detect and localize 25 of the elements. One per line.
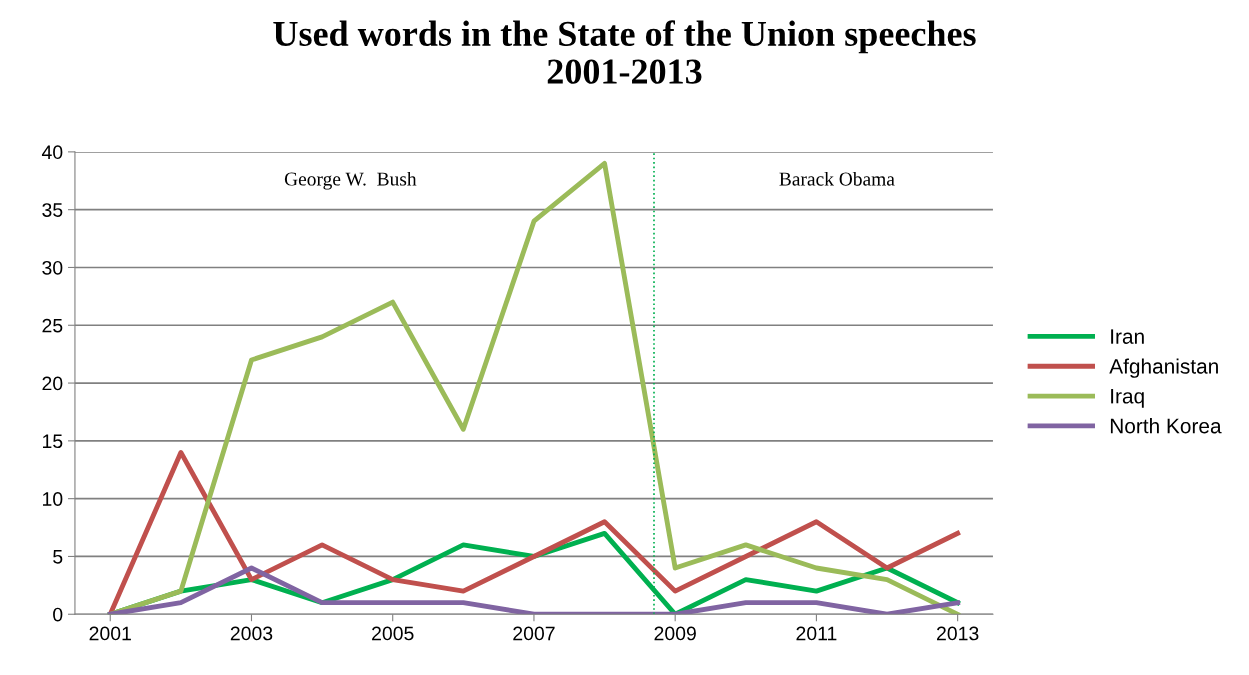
x-tick-label: 2001: [89, 626, 131, 641]
legend-label: North Korea: [1110, 418, 1222, 434]
y-tick-label: 35: [42, 203, 63, 217]
y-tick-label: 15: [42, 434, 63, 449]
legend-label: Iraq: [1111, 389, 1144, 408]
legend-label: Afghanistan: [1109, 358, 1218, 378]
y-tick-label: 20: [42, 376, 63, 391]
y-tick-label: 40: [41, 145, 63, 160]
x-tick-label: 2007: [513, 626, 555, 641]
y-tick-label: 5: [53, 550, 63, 564]
y-tick-label: 30: [42, 260, 63, 275]
legend-label: Iran: [1111, 329, 1144, 344]
x-tick-label: 2013: [937, 626, 979, 641]
x-tick-label: 2009: [654, 626, 696, 641]
y-tick-label: 0: [53, 607, 63, 622]
y-tick-label: 25: [42, 318, 63, 333]
annotation: George W. Bush: [284, 171, 417, 190]
line-series: [107, 161, 961, 615]
y-tick-label: 10: [42, 492, 63, 506]
x-tick-label: 2011: [796, 626, 837, 641]
x-tick-label: 2003: [230, 626, 273, 641]
annotation: Barack Obama: [779, 171, 895, 186]
chart-title: Used words in the State of the Union speeches 2001-2013: [273, 20, 976, 84]
x-tick-label: 2005: [372, 626, 414, 641]
line-series: [107, 449, 961, 615]
